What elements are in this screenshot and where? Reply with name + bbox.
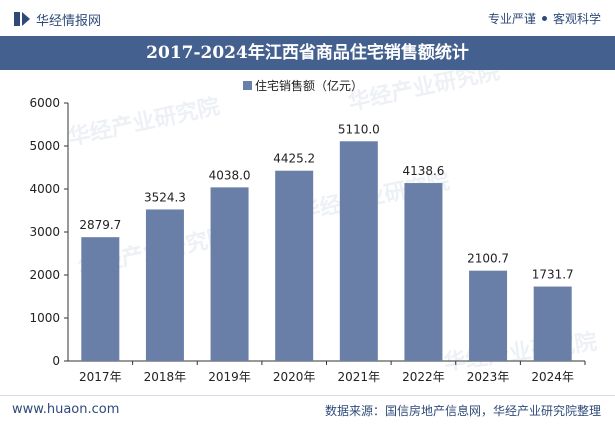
chart-title: 2017-2024年江西省商品住宅销售额统计 — [0, 36, 615, 70]
footer-source: 数据来源：国信房地产信息网，华经产业研究院整理 — [324, 404, 601, 418]
slogan: 专业严谨 客观科学 — [488, 10, 601, 27]
x-tick-label: 2022年 — [402, 370, 445, 384]
bar-chart: 华经产业研究院华经产业研究院华经产业研究院华经产业研究院华经产业研究院住宅销售额… — [29, 70, 598, 384]
bar-2022年 — [404, 183, 443, 361]
data-label: 1731.7 — [532, 268, 574, 282]
y-tick-label: 4000 — [29, 182, 60, 196]
y-tick-label: 0 — [52, 354, 60, 368]
bar-2017年 — [81, 237, 120, 361]
data-label: 3524.3 — [144, 190, 186, 204]
x-tick-label: 2018年 — [144, 370, 187, 384]
slogan-left: 专业严谨 — [487, 12, 536, 26]
watermark-text: 华经产业研究院 — [346, 70, 502, 116]
legend-label: 住宅销售额（亿元） — [255, 78, 363, 93]
footer-divider — [0, 395, 615, 396]
data-label: 2100.7 — [467, 252, 509, 266]
data-label: 4425.2 — [273, 152, 315, 166]
bar-2024年 — [533, 286, 572, 361]
bar-2020年 — [275, 170, 314, 361]
data-label: 4138.6 — [402, 164, 444, 178]
watermark-text: 华经产业研究院 — [442, 329, 598, 376]
x-tick-label: 2020年 — [273, 370, 316, 384]
y-tick-label: 2000 — [29, 268, 60, 282]
bar-2019年 — [210, 187, 249, 361]
slogan-right: 客观科学 — [552, 12, 601, 26]
data-label: 2879.7 — [79, 218, 121, 232]
bar-2018年 — [145, 209, 184, 361]
y-tick-label: 3000 — [29, 225, 60, 239]
logo-icon — [14, 12, 30, 26]
x-tick-label: 2019年 — [208, 370, 251, 384]
dot-separator — [541, 16, 547, 21]
y-tick-label: 6000 — [29, 96, 60, 110]
data-label: 5110.0 — [338, 122, 380, 136]
watermark-text: 华经产业研究院 — [66, 93, 222, 150]
top-bar: 华经情报网 专业严谨 客观科学 — [0, 0, 615, 36]
bar-2021年 — [339, 141, 378, 361]
footer-website: www.huaon.com — [12, 402, 120, 417]
y-tick-label: 5000 — [29, 139, 60, 153]
data-label: 4038.0 — [209, 168, 251, 182]
legend-swatch — [243, 81, 252, 90]
x-tick-label: 2021年 — [338, 370, 381, 384]
brand-name: 华经情报网 — [36, 14, 102, 29]
y-tick-label: 1000 — [29, 311, 60, 325]
bar-2023年 — [469, 270, 508, 361]
x-tick-label: 2024年 — [531, 370, 574, 384]
x-tick-label: 2023年 — [467, 370, 510, 384]
x-tick-label: 2017年 — [79, 370, 122, 384]
